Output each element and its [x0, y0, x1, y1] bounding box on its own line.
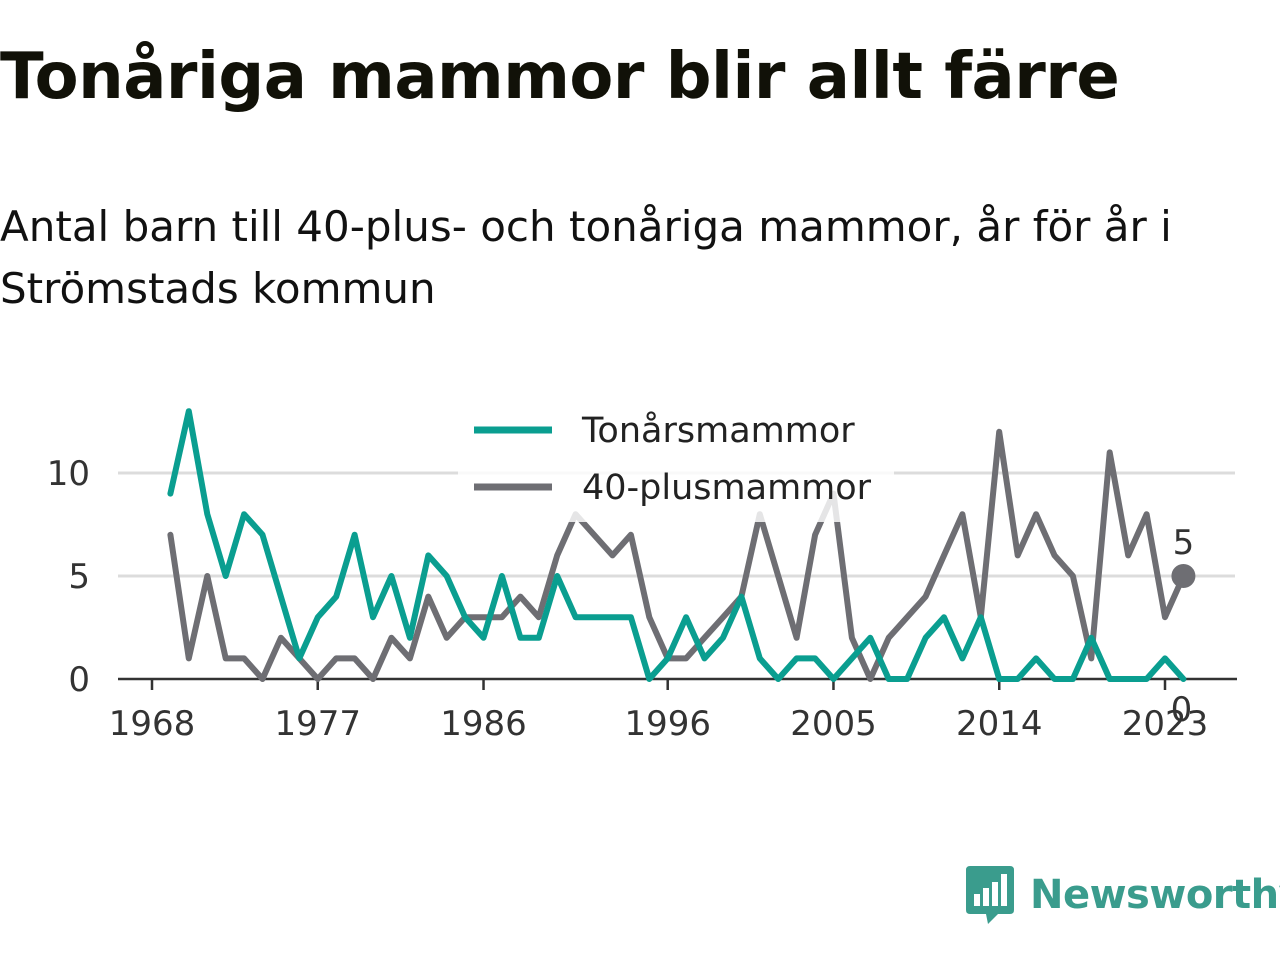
axes: 0 5 10 1968 1977 1986 1996 2005 2014 2023: [47, 454, 1237, 744]
end-labels: 50: [1171, 523, 1196, 730]
x-tick-label-2014: 2014: [956, 704, 1043, 744]
chart-title: Tonåriga mammor blir allt färre: [0, 40, 1120, 114]
end-point-40-plusmammor: [1171, 564, 1196, 588]
end-label-tonårsmammor: 0: [1171, 690, 1193, 730]
legend-background: [458, 402, 894, 522]
x-tick-label-1968: 1968: [109, 704, 196, 744]
x-tick-label-1977: 1977: [274, 704, 361, 744]
legend-label-tonårsmammor: Tonårsmammor: [581, 410, 855, 451]
series-line-40-plusmammor: [167, 428, 1187, 682]
x-tick-label-1986: 1986: [440, 704, 527, 744]
y-tick-label-0: 0: [68, 660, 90, 700]
x-tick-label-1996: 1996: [624, 704, 711, 744]
chart-subtitle: Antal barn till 40-plus- och tonåriga ma…: [0, 202, 1172, 313]
legend: Tonårsmammor 40-plusmammor: [458, 402, 894, 522]
newsworthy-logo: Newsworthy: [964, 864, 1280, 926]
series-lines: [167, 408, 1187, 682]
x-tick-label-2005: 2005: [790, 704, 877, 744]
y-tick-label-10: 10: [47, 454, 90, 494]
x-tick-label-2023: 2023: [1122, 704, 1209, 744]
end-label-40-plusmammor: 5: [1173, 523, 1195, 563]
brand-name: Newsworthy: [1030, 872, 1280, 918]
y-tick-label-5: 5: [68, 557, 90, 597]
series-line-tonårsmammor: [167, 408, 1187, 682]
legend-label-40-plusmammor: 40-plusmammor: [582, 468, 872, 508]
newsworthy-icon: [966, 866, 1014, 924]
